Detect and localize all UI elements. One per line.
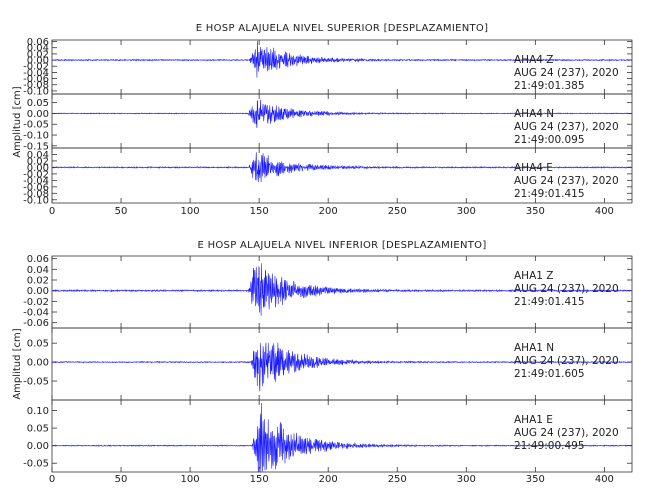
x-tick-label: 0 bbox=[49, 474, 55, 485]
y-tick-label: -0.02 bbox=[23, 297, 49, 308]
x-tick-label: 150 bbox=[250, 474, 269, 485]
trace-annotation-line: AHA1 N bbox=[514, 342, 554, 354]
trace-annotation-line: 21:49:01.385 bbox=[514, 80, 585, 92]
y-tick-label: -0.15 bbox=[23, 141, 49, 152]
trace-aha4-n bbox=[51, 99, 633, 129]
y-tick-label: 0.05 bbox=[27, 424, 49, 435]
trace-aha4-e bbox=[51, 152, 633, 183]
y-tick-label: 0.02 bbox=[27, 276, 49, 287]
trace-aha1-n bbox=[51, 342, 633, 392]
y-axis-label: Amplitud [cm] bbox=[12, 86, 23, 157]
x-tick-label: 350 bbox=[526, 206, 545, 217]
x-tick-label: 150 bbox=[250, 206, 269, 217]
trace-annotation-line: AUG 24 (237), 2020 bbox=[514, 355, 619, 367]
y-tick-label: 0.00 bbox=[27, 56, 49, 67]
y-tick-label: 0.00 bbox=[27, 286, 49, 297]
y-tick-label: -0.10 bbox=[23, 131, 49, 142]
subplot-aha1-z: -0.06-0.04-0.020.000.020.040.06 AHA1 ZAUG… bbox=[23, 254, 633, 329]
subplot-aha4-e: -0.10-0.08-0.06-0.04-0.020.000.020.04 AHA… bbox=[23, 147, 633, 206]
trace-annotation-line: AHA4 E bbox=[514, 162, 553, 174]
trace-annotation-line: AHA1 Z bbox=[514, 270, 553, 282]
trace-annotation-line: 21:49:01.415 bbox=[514, 188, 585, 200]
y-tick-label: 0.04 bbox=[27, 265, 49, 276]
y-tick-label: 0.06 bbox=[27, 254, 49, 265]
y-tick-label: -0.02 bbox=[23, 62, 49, 73]
subplot-aha4-z: -0.10-0.08-0.06-0.04-0.020.000.020.040.0… bbox=[23, 37, 633, 97]
y-tick-label: -0.05 bbox=[23, 377, 49, 388]
x-tick-label: 100 bbox=[181, 474, 200, 485]
x-tick-label: 50 bbox=[115, 206, 128, 217]
trace-aha1-e bbox=[51, 403, 633, 473]
y-tick-label: 0.04 bbox=[27, 43, 49, 54]
x-tick-label: 100 bbox=[181, 206, 200, 217]
y-tick-label: -0.05 bbox=[23, 120, 49, 131]
x-tick-label: 200 bbox=[319, 206, 338, 217]
panel-title: E HOSP ALAJUELA NIVEL INFERIOR [DESPLAZA… bbox=[197, 240, 486, 251]
y-tick-label: -0.06 bbox=[23, 318, 49, 329]
x-tick-label: 250 bbox=[388, 206, 407, 217]
x-tick-label: 300 bbox=[457, 206, 476, 217]
y-tick-label: -0.04 bbox=[23, 308, 49, 319]
x-tick-label: 200 bbox=[319, 474, 338, 485]
y-tick-label: 0.02 bbox=[27, 156, 49, 167]
trace-annotation-line: AUG 24 (237), 2020 bbox=[514, 67, 619, 79]
y-tick-label: 0.02 bbox=[27, 49, 49, 60]
trace-annotation-line: 21:49:01.605 bbox=[514, 368, 585, 380]
trace-annotation-line: AHA4 N bbox=[514, 108, 554, 120]
y-tick-label: -0.04 bbox=[23, 176, 49, 187]
panel-title: E HOSP ALAJUELA NIVEL SUPERIOR [DESPLAZA… bbox=[196, 23, 489, 34]
y-tick-label: 0.04 bbox=[27, 150, 49, 161]
y-tick-label: -0.10 bbox=[23, 86, 49, 97]
y-tick-label: -0.06 bbox=[23, 182, 49, 193]
y-tick-label: 0.05 bbox=[27, 339, 49, 350]
trace-annotation-line: AUG 24 (237), 2020 bbox=[514, 175, 619, 187]
trace-annotation-line: AUG 24 (237), 2020 bbox=[514, 427, 619, 439]
panel-1: E HOSP ALAJUELA NIVEL SUPERIOR [DESPLAZA… bbox=[12, 23, 633, 217]
trace-annotation-line: 21:49:00.095 bbox=[514, 134, 585, 146]
trace-aha4-z bbox=[51, 40, 633, 78]
trace-annotation-line: AUG 24 (237), 2020 bbox=[514, 121, 619, 133]
y-tick-label: 0.00 bbox=[27, 358, 49, 369]
y-tick-label: -0.08 bbox=[23, 189, 49, 200]
y-tick-label: -0.06 bbox=[23, 74, 49, 85]
y-tick-label: 0.00 bbox=[27, 441, 49, 452]
x-tick-label: 250 bbox=[388, 474, 407, 485]
y-tick-label: -0.02 bbox=[23, 169, 49, 180]
y-tick-label: 0.00 bbox=[27, 163, 49, 174]
y-tick-label: 0.10 bbox=[27, 406, 49, 417]
panel-2: E HOSP ALAJUELA NIVEL INFERIOR [DESPLAZA… bbox=[12, 240, 633, 485]
x-tick-label: 50 bbox=[115, 474, 128, 485]
y-tick-label: -0.05 bbox=[23, 459, 49, 470]
y-tick-label: 0.06 bbox=[27, 37, 49, 48]
subplot-frame bbox=[51, 399, 633, 473]
y-tick-label: -0.10 bbox=[23, 195, 49, 206]
x-tick-label: 400 bbox=[595, 206, 614, 217]
trace-annotation-line: AUG 24 (237), 2020 bbox=[514, 283, 619, 295]
y-tick-label: 0.00 bbox=[27, 109, 49, 120]
x-tick-label: 0 bbox=[49, 206, 55, 217]
trace-annotation-line: AHA1 E bbox=[514, 414, 553, 426]
y-tick-label: -0.08 bbox=[23, 80, 49, 91]
y-axis-label: Amplitud [cm] bbox=[12, 328, 23, 399]
x-tick-label: 350 bbox=[526, 474, 545, 485]
x-tick-label: 300 bbox=[457, 474, 476, 485]
y-tick-label: -0.04 bbox=[23, 68, 49, 79]
trace-annotation-line: AHA4 Z bbox=[514, 54, 553, 66]
subplot-frame bbox=[51, 147, 633, 204]
trace-annotation-line: 21:49:00.495 bbox=[514, 440, 585, 452]
y-tick-label: 0.05 bbox=[27, 98, 49, 109]
trace-aha1-z bbox=[51, 263, 633, 316]
trace-annotation-line: 21:49:01.415 bbox=[514, 296, 585, 308]
x-tick-label: 400 bbox=[595, 474, 614, 485]
